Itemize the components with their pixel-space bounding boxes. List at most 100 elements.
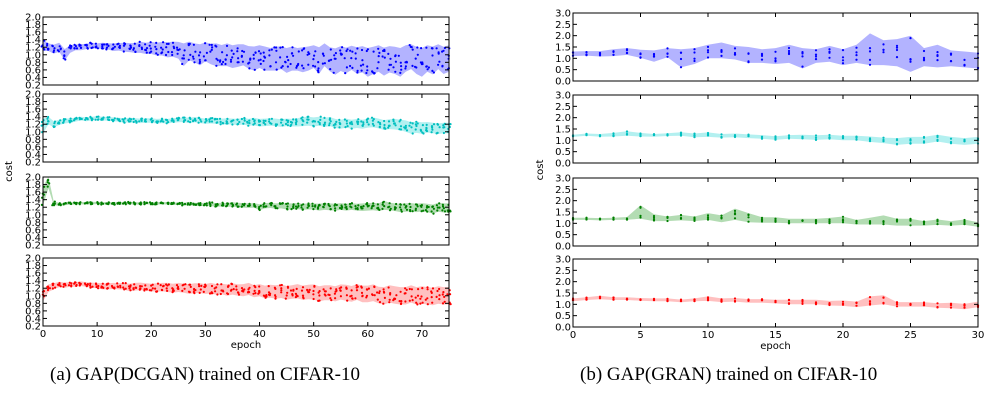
data-point [330,58,333,61]
data-point [319,115,322,118]
data-point [64,202,67,205]
data-point [166,201,170,204]
data-point [118,44,121,48]
x-tick-label: 20 [145,329,158,340]
y-tick-label: 1.6 [25,105,41,116]
data-point [267,293,271,296]
data-point [269,202,272,205]
x-tick-label: 15 [769,330,782,341]
data-point [360,291,364,294]
y-tick-label: 1.0 [25,291,41,302]
data-point [294,296,297,299]
data-point [345,287,348,290]
data-point [435,47,438,50]
data-point [349,49,352,52]
data-point [165,283,168,286]
data-point [666,300,669,303]
data-point [200,284,203,287]
data-point [354,205,357,208]
data-point [119,201,122,204]
data-point [356,71,359,74]
data-point [787,46,791,50]
data-point [62,57,65,60]
data-point [963,64,966,67]
data-point [215,64,218,67]
data-point [367,204,370,207]
data-point [357,118,360,121]
y-tick-label: 0.2 [25,81,41,92]
data-point [356,69,359,72]
data-point [441,205,445,208]
data-point [297,50,300,53]
data-point [167,50,170,54]
x-axis-label: epoch [231,340,261,351]
data-point [187,58,190,61]
data-point [411,64,414,67]
y-tick-label: 1.2 [25,203,41,214]
data-point [882,136,885,139]
data-point [416,205,419,208]
data-point [172,202,175,205]
data-point [155,48,158,51]
data-point [828,133,831,137]
data-point [312,64,315,67]
data-point [295,120,298,123]
data-point [123,121,126,124]
data-point [350,57,353,60]
data-point [349,122,352,125]
data-point [102,43,106,46]
data-point [367,287,370,290]
data-point [214,44,217,47]
data-point [108,116,111,119]
data-point [408,299,411,302]
data-point [416,294,420,297]
data-point [355,286,358,289]
data-point [108,118,111,122]
data-point [262,121,265,124]
data-point [372,202,375,205]
data-point [210,284,214,288]
data-point [292,205,295,208]
data-point [162,41,165,44]
data-point [253,205,256,208]
data-point [268,118,271,121]
data-point [281,118,284,121]
data-point [383,127,386,130]
data-point [134,50,137,53]
data-point [52,125,56,129]
data-point [868,58,872,62]
data-point [275,68,278,71]
data-point [221,204,224,207]
data-point [432,123,436,126]
data-point [841,135,845,138]
data-point [598,295,602,298]
data-point [268,120,271,123]
data-point [259,58,262,61]
data-point [814,302,818,305]
data-point [400,302,403,305]
data-point [381,203,384,206]
data-point [329,48,332,51]
data-point [140,47,144,51]
data-point [175,117,179,120]
data-point [693,51,696,54]
data-point [72,119,76,122]
data-point [124,117,127,120]
data-point [155,41,158,45]
y-tick-label: 0.5 [555,311,571,322]
data-point [94,282,98,285]
data-point [720,50,723,53]
data-point [814,49,818,52]
data-point [814,138,818,141]
data-point [354,52,357,55]
data-point [365,49,368,53]
data-point [284,297,287,300]
data-point [426,297,429,300]
y-tick-label: 0.8 [25,135,41,146]
data-point [706,49,710,52]
data-point [181,62,184,66]
data-point [432,207,435,210]
data-point [414,57,417,60]
data-point [159,284,162,287]
data-point [373,285,376,288]
